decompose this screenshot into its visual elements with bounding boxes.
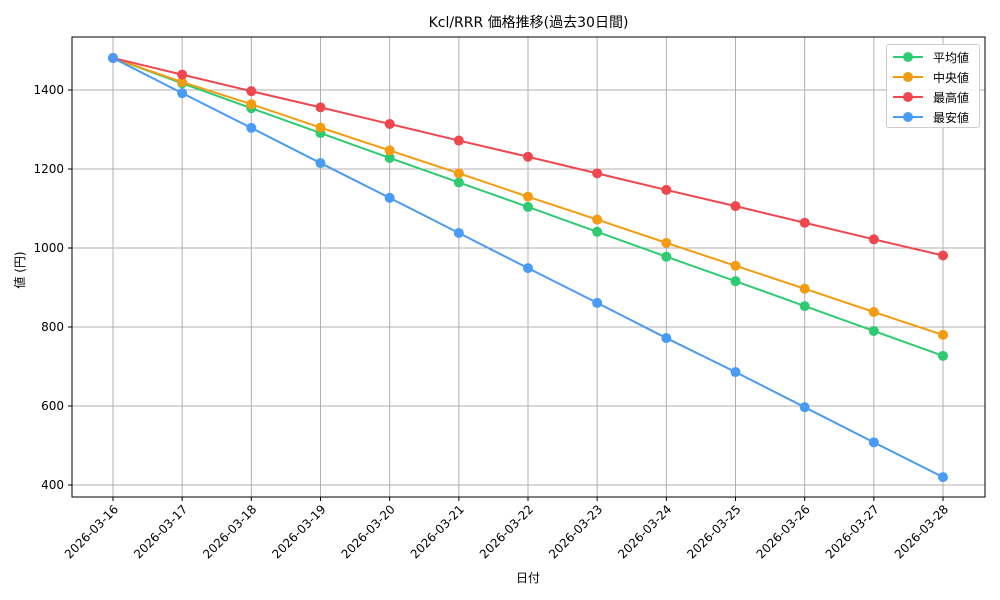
x-tick-label: 2026-03-21: [408, 502, 467, 561]
data-point: [523, 263, 533, 274]
legend-line-icon: [893, 72, 923, 82]
data-point: [523, 151, 533, 162]
legend-label: 平均値: [933, 50, 970, 65]
data-point: [523, 191, 533, 202]
y-axis-ticks: 400 600 800 1000 1200 1400: [33, 83, 72, 492]
y-tick-label: 1000: [33, 241, 64, 255]
y-tick-label: 1200: [33, 162, 64, 176]
data-point: [453, 177, 464, 188]
x-tick-label: 2026-03-27: [823, 502, 882, 561]
data-point: [799, 283, 810, 294]
data-point: [938, 472, 948, 483]
x-tick-label: 2026-03-24: [615, 502, 674, 561]
y-axis-label: 値 (円): [12, 251, 27, 288]
data-point: [661, 251, 672, 262]
x-tick-label: 2026-03-17: [131, 502, 190, 561]
x-axis-label: 日付: [516, 571, 540, 585]
data-point: [177, 77, 188, 88]
x-tick-label: 2026-03-22: [477, 502, 536, 561]
data-point: [730, 260, 741, 271]
y-tick-label: 1400: [33, 83, 64, 97]
data-point: [177, 88, 188, 99]
data-point: [799, 402, 810, 413]
data-point: [384, 118, 395, 129]
data-point: [592, 297, 603, 308]
data-point: [938, 250, 948, 261]
y-tick-label: 400: [41, 478, 64, 492]
data-point: [730, 276, 741, 287]
data-point: [661, 333, 672, 344]
chart-title: Kcl/RRR 価格推移(過去30日間): [428, 15, 629, 31]
legend-item-median: 中央値: [893, 67, 979, 87]
legend-label: 中央値: [933, 70, 970, 85]
data-point: [868, 437, 879, 448]
data-point: [799, 217, 810, 228]
data-point: [177, 69, 188, 80]
data-series: [108, 53, 948, 483]
data-point: [661, 184, 672, 195]
legend-line-icon: [893, 92, 923, 102]
x-tick-label: 2026-03-18: [200, 502, 259, 561]
legend-line-icon: [893, 52, 923, 62]
data-point: [799, 301, 810, 312]
data-point: [384, 145, 395, 156]
legend-item-highest: 最高値: [893, 87, 979, 107]
data-point: [730, 201, 741, 212]
legend-line-icon: [893, 112, 923, 122]
data-point: [453, 227, 464, 238]
data-point: [868, 325, 879, 336]
data-point: [315, 102, 326, 113]
x-axis-ticks: 2026-03-16 2026-03-17 2026-03-18 2026-03-19…: [62, 497, 951, 561]
y-tick-label: 800: [41, 320, 64, 334]
data-point: [868, 306, 879, 317]
data-point: [938, 329, 948, 340]
data-point: [453, 135, 464, 146]
data-point: [938, 350, 948, 361]
series-最安値: [108, 53, 948, 483]
data-point: [453, 168, 464, 179]
data-point: [661, 237, 672, 248]
grid-lines: [72, 37, 985, 497]
chart-legend: 平均値 中央値 最高値 最安値: [886, 44, 980, 128]
data-point: [730, 367, 741, 378]
data-point: [108, 53, 118, 64]
x-tick-label: 2026-03-20: [339, 502, 398, 561]
data-point: [315, 122, 326, 133]
data-point: [246, 86, 257, 97]
x-tick-label: 2026-03-28: [892, 502, 951, 561]
legend-item-average: 平均値: [893, 47, 979, 67]
data-point: [246, 122, 257, 133]
x-tick-label: 2026-03-23: [546, 502, 605, 561]
series-最高値: [108, 53, 948, 261]
legend-label: 最高値: [933, 90, 970, 105]
data-point: [592, 214, 603, 225]
x-tick-label: 2026-03-25: [684, 502, 743, 561]
data-point: [384, 192, 395, 203]
legend-item-lowest: 最安値: [893, 107, 979, 127]
data-point: [246, 99, 257, 110]
x-tick-label: 2026-03-16: [62, 502, 121, 561]
x-tick-label: 2026-03-26: [754, 502, 813, 561]
data-point: [315, 158, 326, 169]
data-point: [592, 168, 603, 179]
data-point: [384, 152, 395, 163]
data-point: [868, 234, 879, 245]
data-point: [523, 201, 533, 212]
x-tick-label: 2026-03-19: [269, 502, 328, 561]
data-point: [592, 226, 603, 237]
y-tick-label: 600: [41, 399, 64, 413]
legend-label: 最安値: [933, 110, 970, 125]
